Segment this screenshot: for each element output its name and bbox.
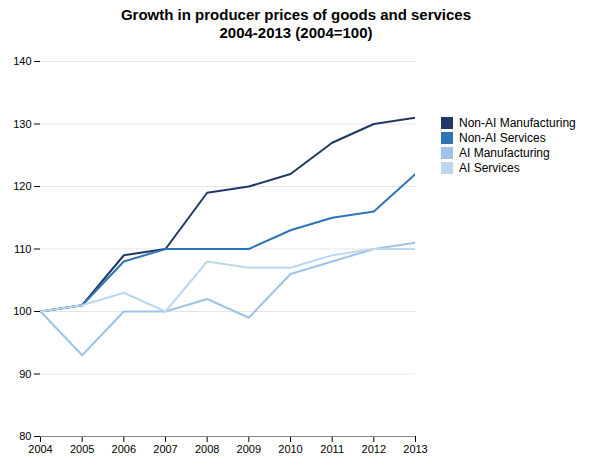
svg-text:2008: 2008 [195,443,219,455]
svg-text:2004: 2004 [28,443,52,455]
svg-text:120: 120 [13,180,31,192]
svg-text:100: 100 [13,305,31,317]
svg-text:2007: 2007 [153,443,177,455]
html-text:Non-AI Services: Non-AI Services [459,131,546,145]
svg-text:140: 140 [13,55,31,67]
svg-text:2011: 2011 [320,443,344,455]
svg-text:110: 110 [14,243,32,255]
svg-text:80: 80 [19,430,31,442]
svg-text:2006: 2006 [112,443,136,455]
svg-text:2005: 2005 [70,443,94,455]
svg-text:2013: 2013 [403,443,427,455]
html-text:Growth in producer prices of g: Growth in producer prices of goods and s… [121,6,471,41]
svg-text:2010: 2010 [278,443,302,455]
html-text:AI Services: AI Services [459,161,520,175]
svg-text:90: 90 [19,368,31,380]
svg-text:2009: 2009 [237,443,261,455]
svg-text:130: 130 [13,118,31,130]
html-text:AI Manufacturing: AI Manufacturing [459,146,550,160]
html-text:Non-AI Manufacturing: Non-AI Manufacturing [459,116,576,130]
svg-text:2012: 2012 [362,443,386,455]
